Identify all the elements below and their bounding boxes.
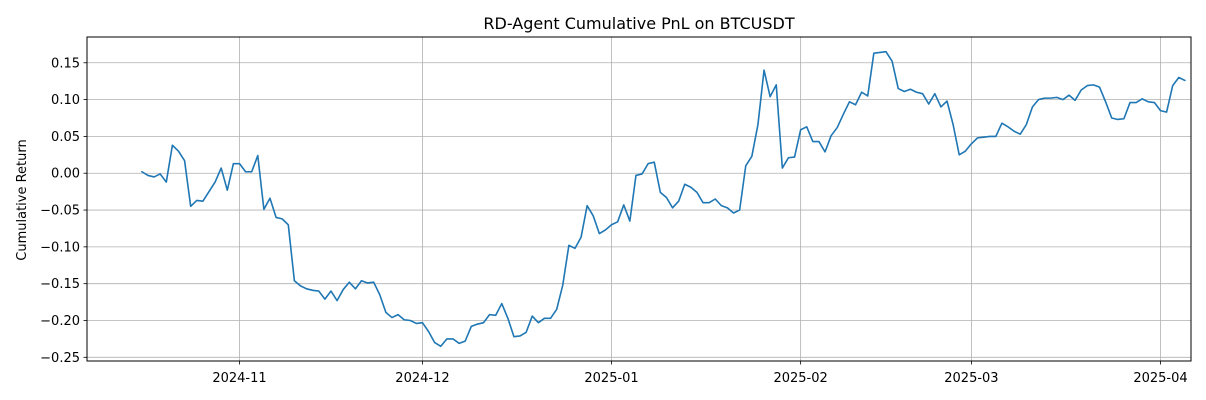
y-tick-label: 0.15 — [51, 56, 80, 71]
y-tick-label: −0.20 — [40, 314, 80, 329]
y-axis-label: Cumulative Return — [15, 139, 30, 260]
x-tick-label: 2025-02 — [773, 371, 827, 386]
y-tick-label: 0.10 — [51, 93, 80, 108]
y-tick-label: −0.15 — [40, 277, 80, 292]
grid — [87, 37, 1191, 361]
y-tick-label: −0.05 — [40, 204, 80, 219]
x-tick-label: 2024-12 — [395, 371, 449, 386]
axes-frame — [86, 36, 1192, 362]
y-tick-label: −0.25 — [40, 351, 80, 366]
plot-area — [141, 50, 1186, 348]
x-tick-label: 2025-01 — [584, 371, 638, 386]
x-tick-label: 2025-04 — [1133, 371, 1187, 386]
y-tick-label: −0.10 — [40, 240, 80, 255]
x-axis: 2024-11 2024-12 2025-01 2025-02 2025-03 2025-… — [212, 361, 1188, 386]
x-tick-label: 2025-03 — [944, 371, 998, 386]
y-tick-label: 0.05 — [51, 130, 80, 145]
y-axis: −0.25 −0.20 −0.15 −0.10 −0.05 0.00 0.05 0.10 0.1… — [40, 56, 87, 366]
y-tick-label: 0.00 — [51, 167, 80, 182]
series-line — [141, 50, 1186, 348]
chart-title: RD-Agent Cumulative PnL on BTCUSDT — [483, 14, 794, 33]
x-tick-label: 2024-11 — [212, 371, 266, 386]
